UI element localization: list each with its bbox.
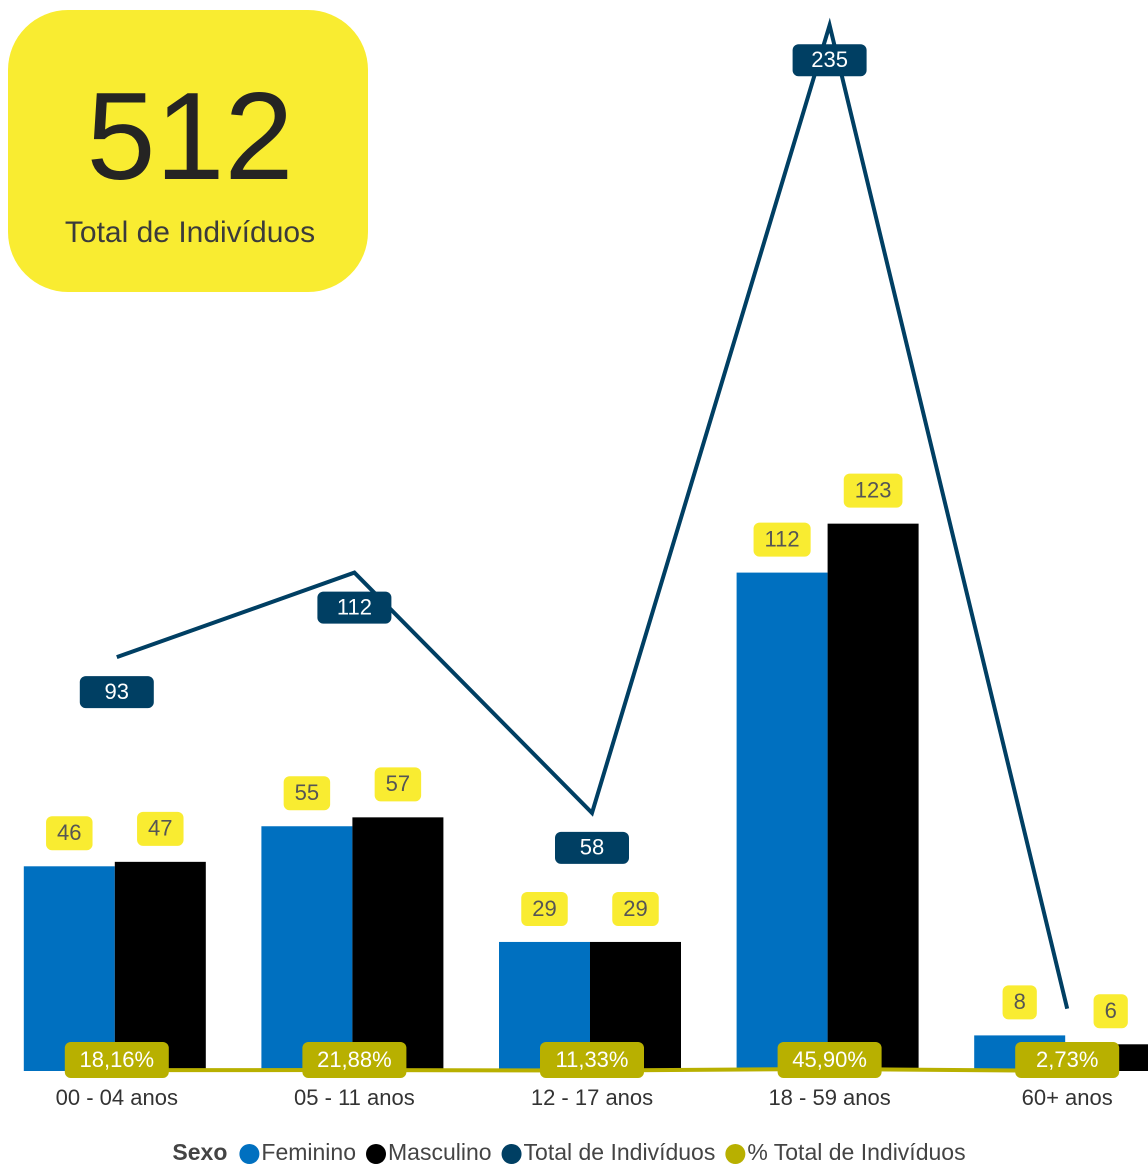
data-label-box xyxy=(843,473,903,508)
bar xyxy=(352,817,444,1071)
data-label-box xyxy=(1015,1042,1120,1078)
legend-marker xyxy=(501,1144,522,1164)
data-label-box xyxy=(753,522,811,557)
data-label: 18,16% xyxy=(79,1047,154,1072)
x-tick-label: 05 - 11 anos xyxy=(294,1085,415,1110)
data-label: 123 xyxy=(855,477,892,502)
data-label-box xyxy=(64,1042,169,1078)
data-label-box xyxy=(540,1042,644,1078)
bar xyxy=(114,861,206,1071)
data-label: 235 xyxy=(811,47,848,72)
data-label-box xyxy=(302,1042,407,1078)
x-tick-label: 60+ anos xyxy=(1022,1085,1113,1110)
bar xyxy=(736,572,828,1071)
data-label: 46 xyxy=(57,820,81,845)
data-label: 29 xyxy=(623,896,647,921)
legend-label: Feminino xyxy=(261,1139,356,1164)
data-label-box xyxy=(283,776,331,811)
bar xyxy=(261,826,353,1071)
bar xyxy=(827,523,919,1071)
bar xyxy=(23,866,115,1071)
x-tick-label: 18 - 59 anos xyxy=(768,1085,890,1110)
data-label: 55 xyxy=(295,780,319,805)
data-label: 6 xyxy=(1105,998,1117,1023)
x-tick-label: 12 - 17 anos xyxy=(531,1085,653,1110)
data-label-box xyxy=(46,816,93,851)
data-label: 11,33% xyxy=(556,1047,629,1072)
data-label: 57 xyxy=(386,771,410,796)
legend-title: Sexo xyxy=(172,1139,227,1164)
kpi-card xyxy=(8,10,368,292)
data-label-box xyxy=(374,767,422,802)
data-label-box xyxy=(1093,994,1128,1029)
legend-marker xyxy=(725,1144,746,1164)
data-label: 29 xyxy=(532,896,556,921)
data-label: 58 xyxy=(580,835,604,860)
legend-label: Masculino xyxy=(388,1139,492,1164)
legend-marker xyxy=(239,1144,260,1164)
data-label: 47 xyxy=(148,816,172,841)
data-label-box xyxy=(777,1042,882,1078)
kpi-label: Total de Indivíduos xyxy=(65,216,315,249)
data-label: 112 xyxy=(765,526,800,551)
legend-marker xyxy=(366,1144,387,1164)
data-label: 45,90% xyxy=(792,1047,867,1072)
data-label: 93 xyxy=(105,679,129,704)
data-label: 112 xyxy=(337,594,372,619)
legend-label: Total de Indivíduos xyxy=(524,1139,716,1164)
kpi-value: 512 xyxy=(87,68,294,206)
x-tick-label: 00 - 04 anos xyxy=(56,1085,178,1110)
data-label: 2,73% xyxy=(1036,1047,1098,1072)
data-label-box xyxy=(79,676,154,709)
line xyxy=(116,17,1070,1010)
data-label-box xyxy=(1002,985,1037,1020)
data-label-box xyxy=(137,811,184,846)
data-label-box xyxy=(612,891,659,926)
legend-label: % Total de Indivíduos xyxy=(747,1139,965,1164)
data-label-box xyxy=(555,831,629,864)
data-label: 21,88% xyxy=(317,1047,392,1072)
data-label-box xyxy=(317,591,392,624)
data-label-box xyxy=(792,44,867,77)
data-label: 8 xyxy=(1014,989,1026,1014)
data-label-box xyxy=(521,891,568,926)
